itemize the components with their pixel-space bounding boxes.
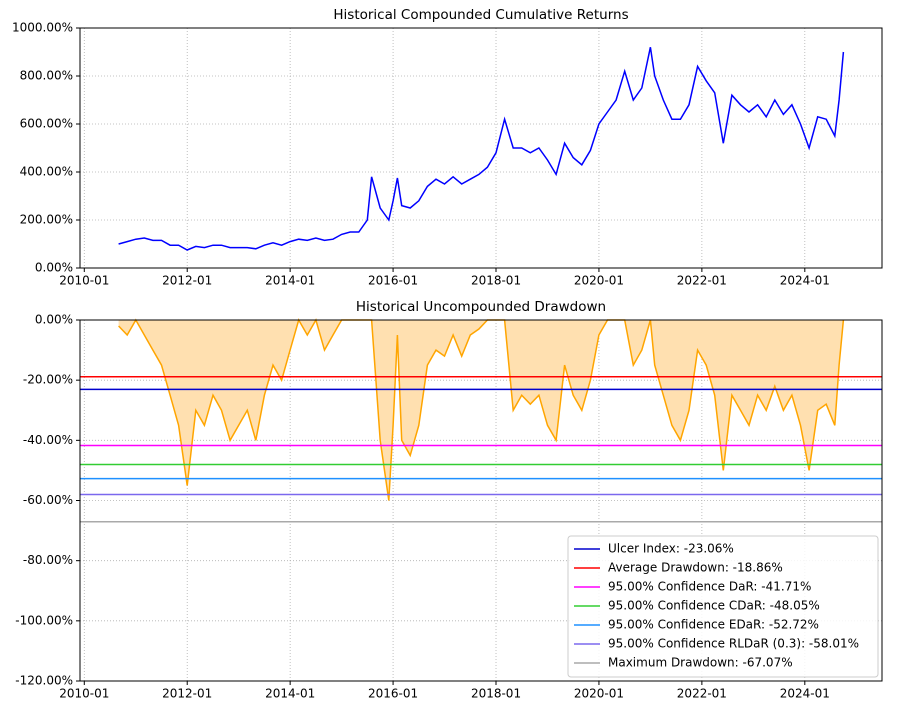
x-tick-label: 2014-01 [265,687,315,701]
x-tick-label: 2012-01 [162,274,212,288]
legend-label: 95.00% Confidence RLDaR (0.3): -58.01% [608,637,859,651]
axes-frame [79,319,883,682]
x-tick-label: 2010-01 [59,687,109,701]
legend-label: Ulcer Index: -23.06% [608,542,734,556]
chart-title: Historical Uncompounded Drawdown [356,299,606,315]
x-tick-label: 2016-01 [368,274,418,288]
y-tick-label: -80.00% [23,553,73,567]
x-tick-label: 2020-01 [574,274,624,288]
x-tick-label: 2024-01 [780,687,830,701]
x-tick-label: 2018-01 [471,687,521,701]
y-tick-label: 0.00% [35,261,73,275]
x-tick-label: 2016-01 [368,687,418,701]
x-tick-label: 2022-01 [677,687,727,701]
legend-label: Maximum Drawdown: -67.07% [608,656,793,670]
y-tick-label: -60.00% [23,493,73,507]
x-tick-label: 2018-01 [471,274,521,288]
axes-frame [79,27,883,269]
legend-label: 95.00% Confidence EDaR: -52.72% [608,618,819,632]
chart-title: Historical Compounded Cumulative Returns [333,7,628,23]
y-tick-label: 1000.00% [12,21,73,35]
legend-label: Average Drawdown: -18.86% [608,561,783,575]
y-tick-label: -100.00% [15,613,73,627]
y-tick-label: -120.00% [15,674,73,688]
y-tick-label: 800.00% [20,69,73,83]
y-tick-label: 200.00% [20,213,73,227]
y-tick-label: -40.00% [23,433,73,447]
x-tick-label: 2024-01 [780,274,830,288]
x-tick-label: 2010-01 [59,274,109,288]
y-tick-label: 400.00% [20,165,73,179]
x-tick-label: 2012-01 [162,687,212,701]
y-tick-label: -20.00% [23,373,73,387]
legend-label: 95.00% Confidence CDaR: -48.05% [608,599,820,613]
x-tick-label: 2020-01 [574,687,624,701]
line [118,47,845,251]
y-tick-label: 0.00% [35,313,73,327]
area [118,320,844,501]
y-tick-label: 600.00% [20,117,73,131]
x-tick-label: 2014-01 [265,274,315,288]
legend-box [567,535,879,678]
x-tick-label: 2022-01 [677,274,727,288]
legend-label: 95.00% Confidence DaR: -41.71% [608,580,811,594]
